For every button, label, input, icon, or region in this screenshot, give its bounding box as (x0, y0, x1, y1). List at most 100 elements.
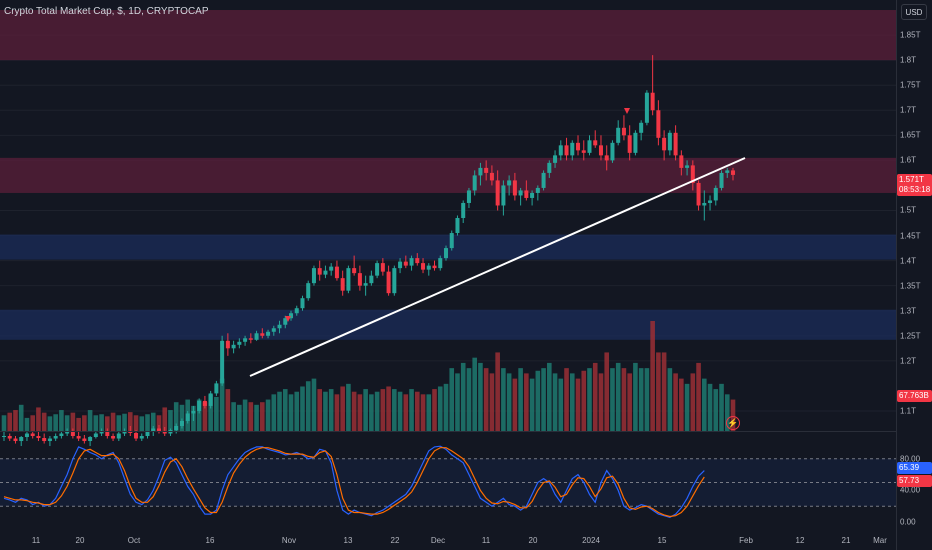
chart-canvas[interactable] (0, 0, 896, 550)
candle-body (24, 433, 29, 438)
candle-body (174, 425, 179, 430)
volume-bar (684, 383, 690, 431)
candle-body (99, 432, 104, 434)
candle-body (639, 122, 644, 133)
volume-bar (679, 378, 684, 431)
volume-bar (392, 389, 397, 431)
volume-bar (426, 394, 432, 431)
candle-body (535, 187, 540, 193)
volume-bar (386, 386, 391, 431)
candle-body (392, 268, 397, 294)
volume-bar (615, 362, 621, 431)
currency-button[interactable]: USD (901, 4, 927, 20)
lightning-icon[interactable]: ⚡ (726, 416, 740, 430)
volume-bar (317, 389, 323, 431)
price-tick-label: 1.8T (900, 55, 917, 65)
volume-bar (374, 391, 380, 431)
candle-body (696, 182, 701, 206)
volume-bar (529, 378, 535, 431)
volume-bar (294, 391, 300, 431)
volume-bar (116, 415, 122, 431)
candle-body (65, 431, 70, 434)
oscillator-tick-label: 80.00 (900, 454, 921, 464)
volume-bar (518, 368, 523, 431)
volume-bar (173, 402, 179, 431)
candle-body (409, 258, 414, 266)
candle-body (369, 275, 374, 284)
candle-body (621, 127, 626, 136)
candle-body (266, 331, 271, 336)
candle-body (13, 438, 18, 442)
candle-body (283, 318, 288, 325)
chart-title: Crypto Total Market Cap, $, 1D, CRYPTOCA… (4, 6, 209, 17)
volume-bar (231, 402, 236, 431)
volume-bar (242, 399, 248, 431)
volume-bar (162, 407, 168, 431)
candle-body (30, 433, 35, 437)
volume-bar (489, 373, 495, 431)
candle-body (254, 333, 259, 340)
volume-bar (271, 394, 277, 431)
candle-body (36, 436, 41, 439)
candle-body (288, 313, 294, 319)
volume-bar (53, 414, 58, 431)
volume-bar (633, 362, 638, 431)
volume-bar (420, 394, 426, 431)
volume-bar (432, 389, 437, 431)
volume-bar (59, 410, 64, 431)
candle-body (185, 413, 190, 421)
price-tick-label: 1.4T (900, 256, 917, 266)
volume-bar (730, 399, 736, 431)
price-axis[interactable] (896, 0, 932, 550)
pane-separator[interactable] (0, 431, 896, 432)
oscillator-tick-label: 0.00 (900, 517, 916, 527)
countdown-label: 08:53:18 (899, 185, 931, 194)
volume-bar (409, 389, 414, 431)
last-price-label: 1.571T (899, 175, 924, 184)
candle-body (398, 261, 403, 269)
candle-body (357, 273, 362, 286)
volume-bar (501, 368, 506, 431)
candle-body (713, 187, 718, 201)
volume-bar (7, 412, 13, 431)
candle-body (478, 167, 483, 176)
candle-body (19, 437, 24, 442)
volume-bar (661, 352, 667, 431)
volume-bar (437, 386, 443, 431)
stoch-d-badge: 57.73 (897, 475, 932, 487)
signal-marker-icon (624, 108, 630, 114)
volume-badge: 67.763B (897, 390, 932, 402)
volume-bar (265, 399, 271, 431)
candle-body (220, 340, 225, 384)
candle-body (495, 180, 500, 206)
candle-body (156, 428, 161, 431)
candle-body (145, 432, 150, 437)
stoch-k-line (3, 445, 705, 518)
candle-body (162, 431, 167, 434)
volume-bar (512, 378, 518, 431)
volume-bar (87, 410, 93, 431)
candle-body (277, 324, 282, 329)
volume-bar (110, 412, 116, 431)
volume-bar (311, 378, 317, 431)
volume-bar (702, 378, 707, 431)
candle-body (656, 110, 661, 138)
candle-body (386, 271, 391, 294)
volume-bar (541, 368, 546, 431)
volume-bar (328, 389, 334, 431)
volume-bar (340, 386, 345, 431)
volume-bar (403, 394, 409, 431)
time-tick-label: 16 (205, 536, 215, 545)
demand-zone (0, 309, 896, 340)
volume-bar (277, 391, 282, 431)
volume-bar (495, 352, 500, 431)
candle-body (128, 431, 133, 434)
candle-body (237, 341, 242, 345)
candle-body (76, 436, 81, 439)
candle-body (719, 172, 724, 188)
candle-body (685, 165, 690, 168)
candle-body (449, 233, 454, 249)
candle-body (730, 170, 736, 175)
volume-bar (346, 383, 351, 431)
